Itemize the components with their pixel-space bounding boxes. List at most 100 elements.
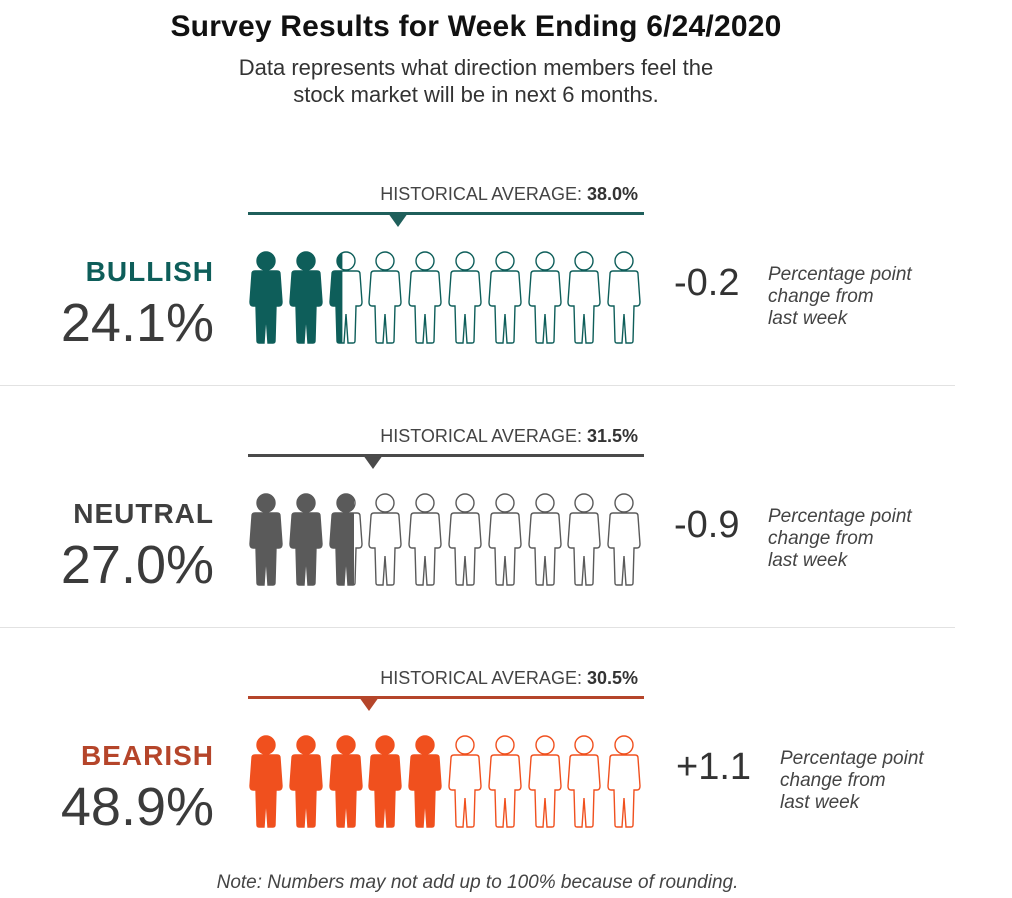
person-outline <box>448 735 482 828</box>
historical-average-label: HISTORICAL AVERAGE: 38.0% <box>248 184 638 205</box>
people-pictograph <box>246 486 646 586</box>
person-icon <box>328 735 363 828</box>
people-pictograph <box>246 244 646 344</box>
person-icon <box>368 493 403 586</box>
chart-title: Survey Results for Week Ending 6/24/2020 <box>170 10 782 43</box>
subtitle-line-2: stock market will be in next 6 months. <box>293 82 659 107</box>
person-icon <box>408 735 442 828</box>
neutral-row: HISTORICAL AVERAGE: 31.5% NEUTRAL 27.0% … <box>0 412 1012 642</box>
person-icon <box>607 251 641 344</box>
person-icon <box>527 251 562 344</box>
historical-average-marker <box>362 455 383 469</box>
people-pictograph <box>246 728 646 828</box>
person-outline <box>408 493 442 586</box>
bearish-row: HISTORICAL AVERAGE: 30.5% BEARISH 48.9% … <box>0 654 1012 884</box>
person-icon <box>408 251 442 344</box>
person-icon <box>249 735 283 828</box>
historical-average-value: 30.5% <box>586 668 638 688</box>
historical-average-label: HISTORICAL AVERAGE: 30.5% <box>248 668 638 689</box>
historical-average-marker <box>388 213 409 227</box>
person-icon <box>328 251 363 344</box>
person-icon <box>567 493 602 586</box>
change-value: -0.2 <box>674 262 740 304</box>
person-fill <box>289 494 322 585</box>
person-outline <box>607 493 641 586</box>
person-fill <box>250 736 282 827</box>
person-outline <box>448 493 482 586</box>
person-fill <box>289 736 322 827</box>
person-icon <box>567 251 602 344</box>
historical-average-line <box>248 212 644 215</box>
person-outline <box>527 251 562 344</box>
person-outline <box>567 251 602 344</box>
chart-subtitle: Data represents what direction members f… <box>0 54 952 108</box>
person-icon <box>249 493 283 586</box>
change-note-line-3: last week <box>780 792 860 813</box>
person-fill <box>289 252 322 343</box>
historical-average-prefix: HISTORICAL AVERAGE: <box>380 426 587 446</box>
person-icon <box>607 493 641 586</box>
person-fill <box>329 736 362 827</box>
person-icon <box>448 251 482 344</box>
person-icon <box>408 493 442 586</box>
person-fill <box>250 494 282 585</box>
row-divider <box>0 385 955 386</box>
rounding-note: Note: Numbers may not add up to 100% bec… <box>216 872 739 893</box>
change-note-line-2: change from <box>768 528 874 549</box>
person-icon <box>527 493 562 586</box>
change-note-line-1: Percentage point <box>768 264 912 285</box>
person-outline <box>527 735 562 828</box>
person-icon <box>527 735 562 828</box>
category-label: BEARISH <box>80 740 214 771</box>
person-fill <box>329 494 354 585</box>
person-outline <box>488 735 522 828</box>
person-outline <box>408 251 442 344</box>
person-fill <box>369 736 402 827</box>
person-outline <box>488 493 522 586</box>
person-outline <box>488 251 522 344</box>
change-note-line-2: change from <box>768 286 874 307</box>
person-icon <box>368 251 403 344</box>
person-outline <box>607 251 641 344</box>
percent-value: 24.1% <box>60 293 214 353</box>
change-note-line-3: last week <box>768 308 848 329</box>
subtitle-line-1: Data represents what direction members f… <box>238 55 714 80</box>
change-value: +1.1 <box>676 746 752 788</box>
change-note: Percentage point change from last week <box>768 264 968 330</box>
change-note-line-1: Percentage point <box>768 506 912 527</box>
person-icon <box>249 251 283 344</box>
category-label: BULLISH <box>85 256 214 287</box>
person-outline <box>527 493 562 586</box>
person-fill <box>250 252 282 343</box>
bullish-row: HISTORICAL AVERAGE: 38.0% BULLISH 24.1% … <box>0 170 1012 400</box>
category-label: NEUTRAL <box>73 498 214 529</box>
person-outline <box>368 251 403 344</box>
person-icon <box>607 735 641 828</box>
person-outline <box>607 735 641 828</box>
person-icon <box>488 735 522 828</box>
historical-average-prefix: HISTORICAL AVERAGE: <box>380 184 587 204</box>
person-icon <box>368 735 403 828</box>
change-value: -0.9 <box>674 504 740 546</box>
person-fill <box>329 252 342 343</box>
person-icon <box>488 493 522 586</box>
person-icon <box>448 735 482 828</box>
person-outline <box>567 735 602 828</box>
person-icon <box>289 493 323 586</box>
person-icon <box>567 735 602 828</box>
person-outline <box>448 251 482 344</box>
person-icon <box>328 493 363 586</box>
percent-value: 48.9% <box>60 777 214 837</box>
change-note: Percentage point change from last week <box>768 506 968 572</box>
historical-average-line <box>248 696 644 699</box>
change-note-line-2: change from <box>780 770 886 791</box>
row-divider <box>0 627 955 628</box>
person-icon <box>488 251 522 344</box>
person-outline <box>368 493 403 586</box>
percent-value: 27.0% <box>60 535 214 595</box>
person-icon <box>448 493 482 586</box>
person-outline <box>567 493 602 586</box>
historical-average-value: 31.5% <box>586 426 638 446</box>
person-icon <box>289 251 323 344</box>
change-note-line-3: last week <box>768 550 848 571</box>
